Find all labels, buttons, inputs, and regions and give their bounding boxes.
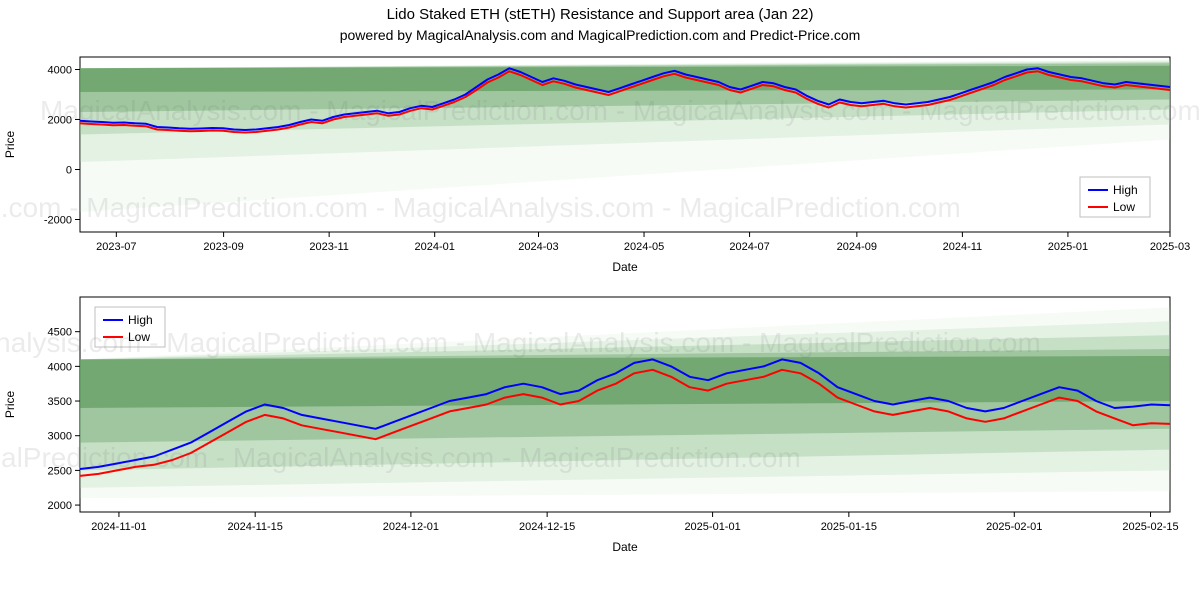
svg-text:High: High (128, 313, 153, 327)
svg-text:Date: Date (612, 540, 638, 554)
chart-top: -2000 0 2000 4000 Price 2023-07 2023-09 2023-11… (0, 47, 1200, 277)
svg-text:4000: 4000 (48, 65, 72, 77)
svg-text:3000: 3000 (48, 431, 72, 443)
svg-text:2025-02-01: 2025-02-01 (986, 521, 1042, 533)
svg-text:Price: Price (3, 391, 17, 419)
svg-text:Low: Low (1113, 200, 1135, 214)
chart-title: Lido Staked ETH (stETH) Resistance and S… (0, 0, 1200, 23)
svg-text:High: High (1113, 183, 1138, 197)
svg-text:2024-05: 2024-05 (624, 241, 664, 253)
svg-text:2023-09: 2023-09 (203, 241, 243, 253)
svg-text:2024-11-15: 2024-11-15 (227, 521, 282, 533)
svg-text:2024-09: 2024-09 (837, 241, 877, 253)
svg-text:2024-07: 2024-07 (729, 241, 769, 253)
svg-text:2024-12-15: 2024-12-15 (519, 521, 575, 533)
svg-text:4500: 4500 (48, 327, 72, 339)
svg-text:2024-03: 2024-03 (518, 241, 558, 253)
svg-text:2023-11: 2023-11 (309, 241, 349, 253)
svg-text:Price: Price (3, 131, 17, 159)
svg-text:-2000: -2000 (44, 215, 72, 227)
svg-text:2000: 2000 (48, 500, 72, 512)
svg-text:2024-11: 2024-11 (943, 241, 983, 253)
svg-text:2024-01: 2024-01 (414, 241, 454, 253)
svg-text:4000: 4000 (48, 361, 72, 373)
svg-text:0: 0 (66, 165, 72, 177)
svg-text:2025-01: 2025-01 (1048, 241, 1088, 253)
svg-text:2000: 2000 (48, 115, 72, 127)
svg-text:2024-11-01: 2024-11-01 (91, 521, 146, 533)
svg-text:2025-01-15: 2025-01-15 (821, 521, 877, 533)
svg-text:2025-03: 2025-03 (1150, 241, 1190, 253)
svg-text:2500: 2500 (48, 465, 72, 477)
svg-text:3500: 3500 (48, 396, 72, 408)
chart-subtitle: powered by MagicalAnalysis.com and Magic… (0, 23, 1200, 47)
svg-text:2024-12-01: 2024-12-01 (383, 521, 439, 533)
chart-bottom: 2000 2500 3000 3500 4000 4500 Price 2024-11-01 2… (0, 277, 1200, 557)
svg-text:2023-07: 2023-07 (96, 241, 136, 253)
svg-text:2025-01-01: 2025-01-01 (684, 521, 740, 533)
svg-text:Low: Low (128, 330, 150, 344)
svg-text:2025-02-15: 2025-02-15 (1122, 521, 1178, 533)
svg-text:Date: Date (612, 260, 638, 274)
